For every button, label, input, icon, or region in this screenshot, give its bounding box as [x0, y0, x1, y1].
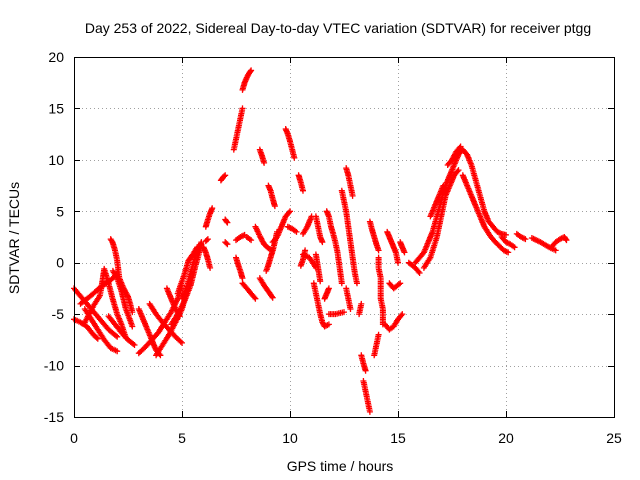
- data-point: [455, 167, 462, 174]
- y-tick-label: -5: [52, 306, 65, 322]
- data-point: [552, 247, 559, 254]
- data-point: [198, 239, 205, 246]
- data-point: [505, 249, 512, 256]
- x-tick-label: 20: [498, 430, 514, 446]
- data-point: [338, 280, 345, 287]
- data-point: [239, 275, 246, 282]
- data-point: [401, 249, 408, 256]
- y-tick-label: -10: [44, 358, 64, 374]
- data-point: [247, 68, 254, 75]
- x-tick-label: 5: [178, 430, 186, 446]
- data-point: [415, 268, 422, 275]
- data-point: [319, 239, 326, 246]
- data-point: [248, 67, 255, 74]
- data-point: [224, 219, 231, 226]
- data-point: [285, 209, 292, 216]
- data-point: [457, 143, 464, 150]
- data-point: [347, 306, 354, 312]
- data-point: [399, 311, 406, 318]
- data-point: [239, 105, 246, 112]
- x-axis-label: GPS time / hours: [287, 458, 394, 474]
- data-point: [223, 218, 230, 225]
- y-axis-label: SDTVAR / TECUs: [6, 182, 22, 294]
- data-point: [269, 294, 276, 301]
- x-tick-label: 25: [606, 430, 622, 446]
- data-point: [251, 294, 258, 301]
- data-point: [222, 172, 229, 179]
- data-point: [271, 203, 278, 210]
- data-point: [366, 408, 373, 415]
- data-point: [522, 236, 529, 243]
- data-point: [179, 339, 185, 346]
- y-tick-label: 5: [56, 203, 64, 219]
- data-point: [204, 236, 211, 243]
- data-point: [416, 270, 423, 276]
- data-point: [252, 295, 259, 302]
- plot-frame: [74, 57, 615, 418]
- y-tick-label: 20: [48, 49, 64, 65]
- data-point: [131, 342, 138, 348]
- data-point: [209, 205, 216, 212]
- data-point: [503, 231, 509, 238]
- data-point: [221, 173, 228, 180]
- data-point: [325, 321, 332, 328]
- data-point: [130, 341, 137, 347]
- data-point: [293, 228, 300, 235]
- data-point: [511, 244, 518, 251]
- data-point: [398, 312, 405, 319]
- x-tick-label: 10: [282, 430, 298, 446]
- data-point: [362, 367, 369, 374]
- data-point: [114, 348, 121, 355]
- data-point: [114, 333, 121, 340]
- data-point: [375, 247, 382, 254]
- axes: 0 5 10 15 20 25 -15 -10 -5 0 5 10 15 20: [44, 49, 622, 446]
- data-point: [456, 144, 463, 151]
- data-point: [375, 331, 382, 338]
- data-point: [454, 168, 461, 175]
- data-point: [261, 159, 268, 166]
- data-point: [287, 208, 293, 215]
- x-tick-label: 0: [70, 430, 78, 446]
- data-point: [113, 332, 119, 339]
- data-point: [248, 237, 255, 244]
- data-point: [563, 237, 570, 244]
- y-tick-label: 15: [48, 100, 64, 116]
- x-tick-label: 15: [390, 430, 406, 446]
- data-point: [129, 309, 136, 316]
- data-point: [395, 259, 401, 266]
- y-tick-label: 0: [56, 255, 64, 271]
- data-point: [341, 309, 347, 316]
- data-point: [93, 334, 100, 341]
- data-point: [194, 244, 201, 251]
- y-tick-label: -15: [44, 409, 64, 425]
- data-point: [397, 280, 404, 287]
- data-point: [395, 281, 402, 288]
- data-point: [317, 278, 324, 285]
- data-series: [71, 67, 570, 415]
- chart-title: Day 253 of 2022, Sidereal Day-to-day VTE…: [85, 20, 591, 36]
- data-point: [207, 264, 214, 271]
- data-point: [223, 240, 230, 247]
- data-point: [177, 338, 184, 345]
- data-point: [300, 187, 306, 194]
- data-point: [325, 285, 332, 292]
- data-point: [224, 241, 231, 248]
- data-point: [94, 335, 101, 342]
- data-point: [562, 236, 569, 243]
- data-point: [129, 323, 136, 330]
- data-point: [203, 237, 210, 244]
- data-point: [291, 154, 298, 161]
- data-point: [440, 182, 447, 189]
- data-point: [349, 192, 356, 199]
- y-tick-label: 10: [48, 152, 64, 168]
- data-point: [354, 280, 360, 287]
- data-point: [268, 293, 275, 300]
- data-point: [358, 300, 365, 307]
